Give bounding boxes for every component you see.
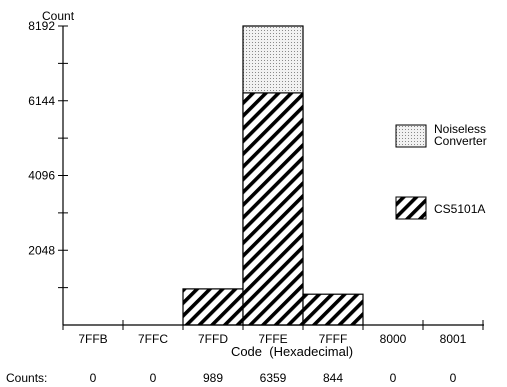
- counts-row: 0 0 989 6359 844 0 0: [90, 371, 457, 385]
- legend-swatch: [395, 124, 427, 148]
- x-tick-label: 7FFB: [78, 332, 107, 346]
- x-tick-label: 8001: [440, 332, 467, 346]
- x-axis-title: Code (Hexadecimal): [231, 344, 353, 359]
- x-tick-label: 7FFC: [138, 332, 168, 346]
- count-value: 0: [450, 371, 457, 385]
- legend-label: CS5101A: [434, 202, 485, 216]
- y-tick-label: 6144: [28, 94, 55, 108]
- count-value: 6359: [260, 371, 287, 385]
- counts-label: Counts:: [6, 371, 47, 385]
- legend-label: Converter: [434, 134, 487, 148]
- bar-cs5101a-7ffe: [242, 92, 304, 326]
- count-value: 989: [203, 371, 223, 385]
- legend-label: Noiseless: [434, 122, 486, 136]
- count-value: 0: [390, 371, 397, 385]
- y-tick-label: 4096: [28, 169, 55, 183]
- y-tick-label: 8192: [28, 19, 55, 33]
- count-value: 0: [90, 371, 97, 385]
- bar-cs5101a-7ffd: [182, 288, 244, 326]
- bars-layer: [182, 25, 364, 326]
- legend-swatch: [395, 196, 427, 220]
- x-tick-label: 8000: [380, 332, 407, 346]
- x-tick-label: 7FFF: [319, 332, 348, 346]
- count-value: 844: [323, 371, 343, 385]
- x-tick-label: 7FFD: [198, 332, 228, 346]
- bar-cs5101a-7fff: [302, 293, 364, 326]
- y-ticks: 2048 4096 6144 8192: [28, 19, 68, 289]
- count-value: 0: [150, 371, 157, 385]
- x-ticks: 7FFB 7FFC 7FFD 7FFE 7FFF 8000 8001: [62, 320, 484, 346]
- y-tick-label: 2048: [28, 243, 55, 257]
- x-tick-label: 7FFE: [258, 332, 287, 346]
- y-axis-title: Count: [42, 9, 75, 23]
